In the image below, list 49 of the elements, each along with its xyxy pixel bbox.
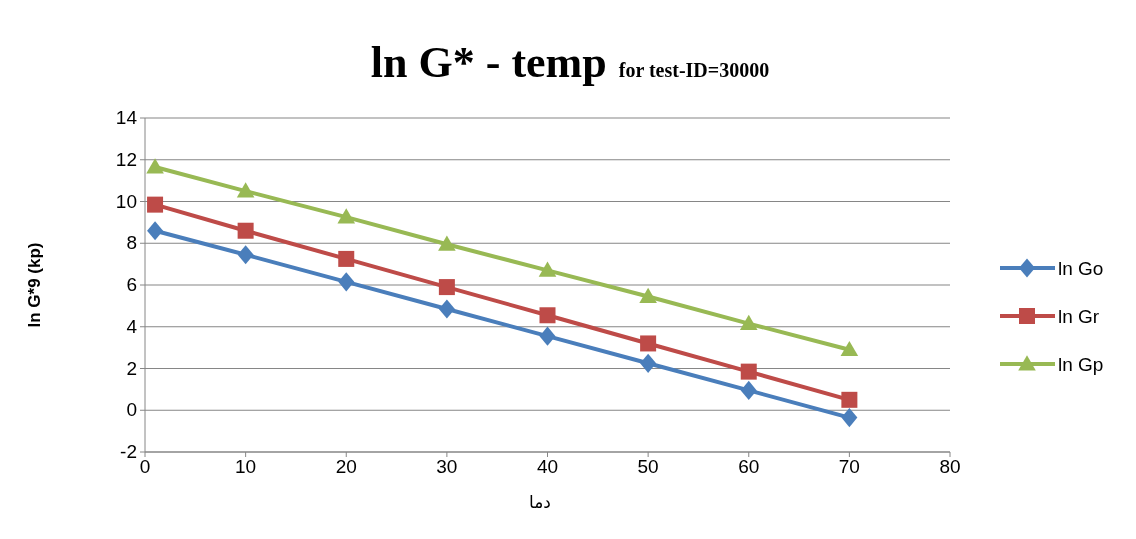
point: [338, 250, 355, 267]
point: [146, 158, 164, 174]
point: [841, 407, 858, 428]
point: [337, 208, 356, 224]
point: [539, 326, 556, 346]
chart-title: ln G* - temp: [370, 38, 607, 87]
point: [438, 235, 456, 251]
x-tick-label: 70: [838, 456, 860, 477]
point: [236, 182, 255, 198]
point: [438, 279, 455, 296]
point: [739, 314, 758, 331]
point: [438, 299, 455, 319]
point: [740, 363, 757, 380]
y-tick-label: 6: [126, 274, 137, 295]
x-tick-label: 50: [637, 456, 659, 477]
legend-label: ln Gp: [1058, 354, 1104, 375]
x-tick-label: 20: [335, 456, 357, 477]
point: [639, 287, 657, 303]
y-tick-label: 2: [126, 357, 137, 379]
legend-label: ln Gr: [1058, 306, 1100, 327]
legend-label: ln Go: [1058, 258, 1104, 279]
point: [538, 261, 557, 277]
point: [841, 391, 858, 408]
point: [237, 245, 254, 265]
x-tick-label: 40: [536, 456, 559, 477]
point: [539, 307, 556, 324]
point: [840, 340, 859, 357]
point: [740, 380, 757, 401]
y-axis-title: ln G*9 (kp): [25, 242, 44, 328]
y-tick-label: 14: [115, 107, 138, 128]
y-tick-label: 12: [115, 148, 137, 170]
x-tick-label: 0: [139, 456, 151, 477]
y-tick-label: -2: [120, 441, 137, 462]
y-tick-label: 4: [126, 315, 138, 337]
y-tick-label: 8: [126, 232, 137, 254]
x-tick-label: 60: [738, 456, 760, 477]
chart-subtitle: for test-ID=30000: [618, 59, 770, 81]
point: [147, 221, 164, 241]
x-tick-label: 80: [939, 456, 961, 477]
y-tick-label: 0: [126, 399, 137, 421]
x-tick-label: 30: [436, 456, 458, 477]
x-tick-label: 10: [235, 456, 257, 477]
y-tick-label: 10: [115, 190, 137, 212]
x-axis-title: دما: [529, 492, 551, 512]
point: [237, 222, 254, 239]
point: [338, 272, 355, 292]
point: [147, 196, 164, 213]
point: [640, 353, 657, 373]
point: [640, 335, 657, 352]
